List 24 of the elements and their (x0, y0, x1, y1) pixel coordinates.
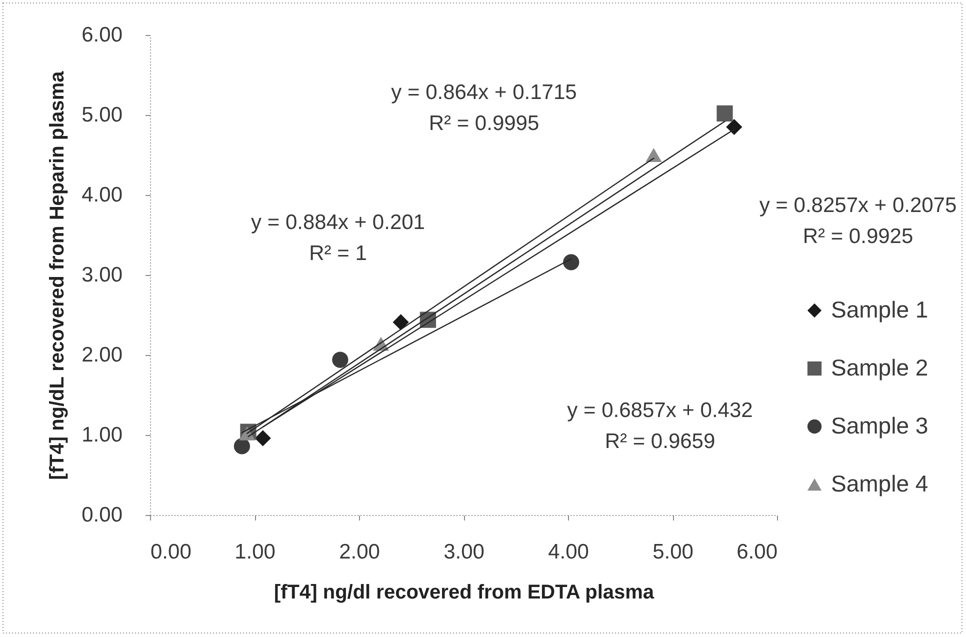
x-tick-label: 4.00 (548, 540, 589, 564)
x-tick-label: 1.00 (234, 540, 276, 564)
annotation: y = 0.8257x + 0.2075 R² = 0.9925 (759, 194, 957, 248)
x-tick-label: 2.00 (339, 540, 380, 564)
x-tick-label: 0.00 (150, 540, 192, 564)
x-tick-label: 5.00 (652, 540, 694, 564)
annotation: y = 0.884x + 0.201 R² = 1 (251, 211, 425, 265)
y-tick-label: 2.00 (82, 344, 122, 366)
legend-label: Sample 1 (831, 296, 928, 322)
y-tick-label: 4.00 (82, 184, 122, 206)
y-tick-label: 0.00 (82, 504, 122, 526)
annotation: y = 0.864x + 0.1715 R² = 0.9995 (391, 81, 577, 135)
x-tick-label: 6.00 (736, 540, 778, 564)
legend-label: Sample 4 (831, 470, 928, 496)
x-axis-title: [fT4] ng/dl recovered from EDTA plasma (274, 582, 655, 604)
y-tick-label: 6.00 (82, 24, 122, 46)
annotation: y = 0.6857x + 0.432 R² = 0.9659 (567, 399, 753, 453)
y-tick-label: 1.00 (82, 424, 122, 446)
y-tick-label: 3.00 (82, 264, 122, 286)
y-axis-title: [fT4] ng/dL recovered from Heparin plasma (46, 70, 69, 480)
legend-label: Sample 3 (831, 412, 928, 438)
y-tick-label: 5.00 (82, 104, 122, 126)
legend-label: Sample 2 (831, 354, 928, 380)
x-tick-label: 3.00 (444, 540, 484, 564)
